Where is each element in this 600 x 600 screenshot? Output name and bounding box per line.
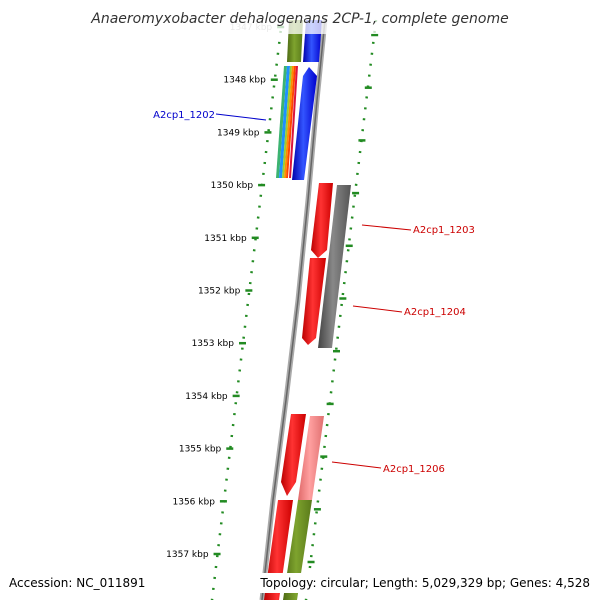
right-scale-ticks: [307, 33, 379, 564]
accession-text: Accession: NC_011891: [9, 576, 145, 590]
gene-red-1204: [302, 258, 326, 345]
scale-tick-label: 1356 kbp: [173, 497, 216, 507]
rna-stripe-cluster: [276, 66, 298, 178]
gene-pink-1206: [298, 416, 324, 500]
gene-blue-forward: [292, 67, 317, 180]
scale-tick-label: 1352 kbp: [198, 287, 241, 297]
scale-tick-label: 1357 kbp: [166, 550, 209, 560]
gene-label-1206: A2cp1_1206: [383, 464, 445, 475]
gene-label-1203: A2cp1_1203: [413, 225, 475, 236]
label-connectors: [215, 113, 412, 469]
footer-bg-left: [4, 573, 154, 593]
gene-red-1206a: [281, 414, 306, 496]
footer-bg-right: [258, 573, 596, 593]
scale-tick-label: 1349 kbp: [217, 128, 260, 138]
backbone-axis: [259, 19, 328, 600]
scale-tick-label: 1350 kbp: [211, 181, 254, 191]
gene-label-1202: A2cp1_1202: [153, 110, 215, 121]
scale-tick-label: 1348 kbp: [223, 76, 266, 86]
scale-tick-label: 1355 kbp: [179, 445, 222, 455]
gene-gray-track: [318, 185, 351, 348]
topology-text: Topology: circular; Length: 5,029,329 bp…: [259, 576, 590, 590]
map-title: Anaeromyxobacter dehalogenans 2CP-1, com…: [90, 11, 508, 27]
scale-tick-label: 1354 kbp: [185, 392, 228, 402]
gene-label-1204: A2cp1_1204: [404, 307, 466, 318]
scale-tick-label: 1351 kbp: [204, 234, 247, 244]
gene-red-1203: [311, 183, 333, 258]
title-fade: [0, 0, 600, 34]
scale-tick-label: 1353 kbp: [192, 339, 235, 349]
